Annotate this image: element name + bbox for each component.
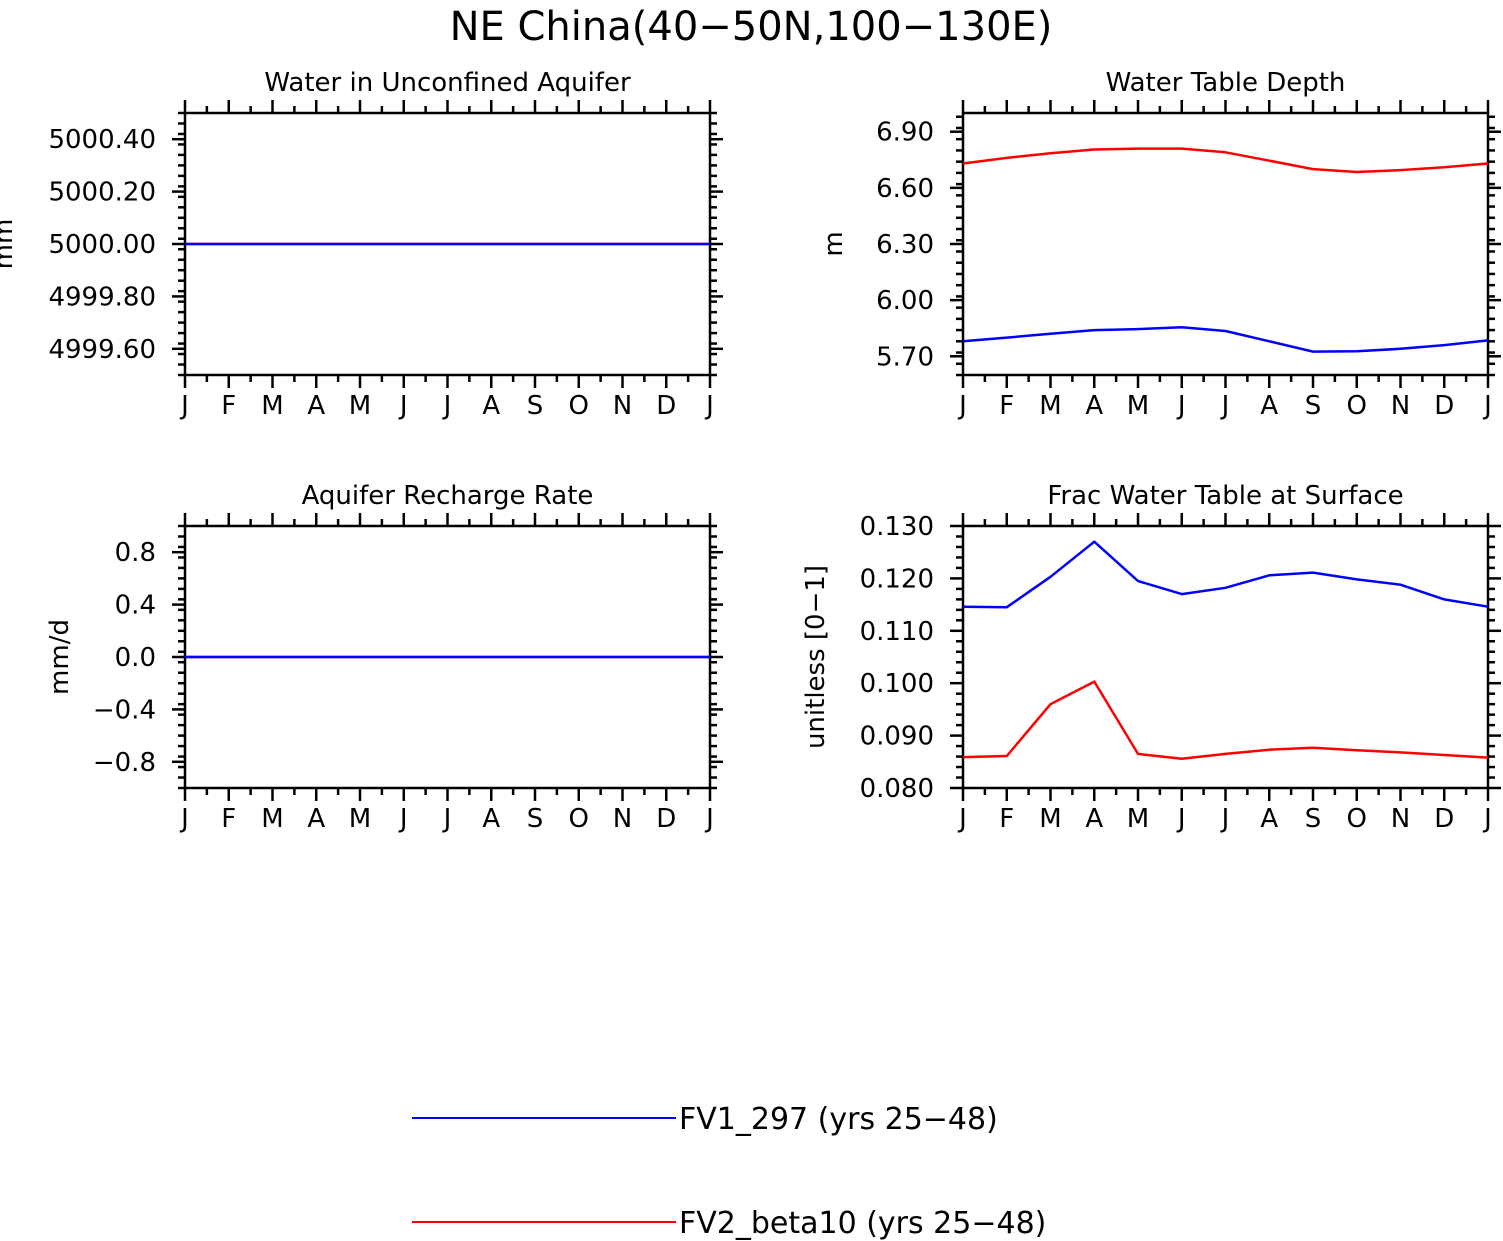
x-tick-label: F (221, 391, 236, 421)
y-tick-label: 4999.60 (48, 335, 156, 365)
y-tick-label: 0.100 (860, 669, 934, 699)
x-tick-label: J (704, 804, 714, 834)
x-tick-label: M (261, 391, 283, 421)
x-tick-label: O (1347, 804, 1367, 834)
y-tick-label: 6.90 (876, 118, 934, 148)
x-tick-label: S (527, 804, 544, 834)
y-tick-label: 0.080 (860, 774, 934, 804)
x-tick-label: J (957, 804, 967, 834)
x-tick-label: J (398, 391, 408, 421)
y-axis-label: mm (0, 219, 19, 270)
x-tick-label: J (442, 391, 452, 421)
series-line-FV2_beta10 (962, 147, 1489, 174)
y-tick-label: 5000.40 (48, 125, 156, 155)
x-tick-label: N (613, 804, 632, 834)
x-tick-label: J (442, 804, 452, 834)
x-tick-label: S (1305, 804, 1322, 834)
x-tick-label: J (1176, 804, 1186, 834)
x-tick-label: J (1220, 391, 1230, 421)
x-tick-label: J (1482, 804, 1492, 834)
y-tick-label: 0.8 (115, 538, 156, 568)
y-tick-label: 5000.20 (48, 178, 156, 208)
x-tick-label: D (656, 391, 676, 421)
x-tick-label: A (307, 391, 325, 421)
y-tick-label: 6.00 (876, 286, 934, 316)
x-tick-label: M (349, 391, 371, 421)
x-tick-label: M (261, 804, 283, 834)
x-tick-label: A (482, 804, 500, 834)
x-tick-label: O (569, 804, 589, 834)
panel-title: Frac Water Table at Surface (1047, 481, 1403, 511)
legend: FV1_297 (yrs 25−48) FV2_beta10 (yrs 25−48… (412, 1102, 1046, 1241)
figure-title: NE China(40−50N,100−130E) (450, 4, 1053, 50)
x-tick-label: J (179, 391, 189, 421)
y-tick-label: 6.60 (876, 174, 934, 204)
x-tick-label: S (1305, 391, 1322, 421)
x-tick-label: F (999, 391, 1014, 421)
x-tick-label: O (569, 391, 589, 421)
x-tick-label: M (349, 804, 371, 834)
y-tick-label: 0.0 (115, 643, 156, 673)
panel-title: Water Table Depth (1106, 68, 1346, 98)
x-tick-label: M (1039, 391, 1061, 421)
x-tick-label: J (957, 391, 967, 421)
panel-title: Aquifer Recharge Rate (302, 481, 594, 511)
x-tick-label: J (398, 804, 408, 834)
y-tick-label: 6.30 (876, 230, 934, 260)
x-tick-label: D (1434, 391, 1454, 421)
y-tick-label: 0.4 (115, 591, 156, 621)
x-tick-label: M (1127, 391, 1149, 421)
plot-frame (961, 524, 1490, 790)
y-tick-label: 0.120 (860, 564, 934, 594)
x-tick-label: N (613, 391, 632, 421)
series-line-FV1_297 (962, 326, 1489, 353)
legend-label: FV2_beta10 (yrs 25−48) (679, 1206, 1046, 1241)
x-tick-label: S (527, 391, 544, 421)
x-tick-label: J (179, 804, 189, 834)
x-tick-label: D (656, 804, 676, 834)
x-tick-label: F (999, 804, 1014, 834)
y-tick-label: 0.130 (860, 512, 934, 542)
panel-title: Water in Unconfined Aquifer (264, 68, 631, 98)
legend-label: FV1_297 (yrs 25−48) (679, 1102, 998, 1137)
x-tick-label: J (1482, 391, 1492, 421)
x-tick-label: J (704, 391, 714, 421)
series-line-FV1_297 (962, 540, 1489, 609)
y-tick-label: 5000.00 (48, 230, 156, 260)
x-tick-label: A (482, 391, 500, 421)
y-axis-label: m (819, 231, 849, 256)
x-tick-label: A (1260, 804, 1278, 834)
x-tick-label: F (221, 804, 236, 834)
x-tick-label: N (1391, 804, 1410, 834)
x-tick-label: J (1176, 391, 1186, 421)
x-tick-label: O (1347, 391, 1367, 421)
x-tick-label: A (1085, 391, 1103, 421)
x-tick-label: M (1127, 804, 1149, 834)
series-line-FV2_beta10 (962, 680, 1489, 760)
x-tick-label: J (1220, 804, 1230, 834)
x-tick-label: A (1260, 391, 1278, 421)
y-tick-label: 5.70 (876, 342, 934, 372)
y-tick-label: 4999.80 (48, 282, 156, 312)
y-tick-label: −0.4 (93, 695, 156, 725)
y-axis-label: mm/d (45, 619, 75, 695)
y-tick-label: 0.090 (860, 722, 934, 752)
x-tick-label: A (1085, 804, 1103, 834)
x-tick-label: D (1434, 804, 1454, 834)
x-tick-label: A (307, 804, 325, 834)
x-tick-label: M (1039, 804, 1061, 834)
y-tick-label: −0.8 (93, 748, 156, 778)
x-tick-label: N (1391, 391, 1410, 421)
y-axis-label: unitless [0−1] (801, 565, 831, 749)
y-tick-label: 0.110 (860, 617, 934, 647)
